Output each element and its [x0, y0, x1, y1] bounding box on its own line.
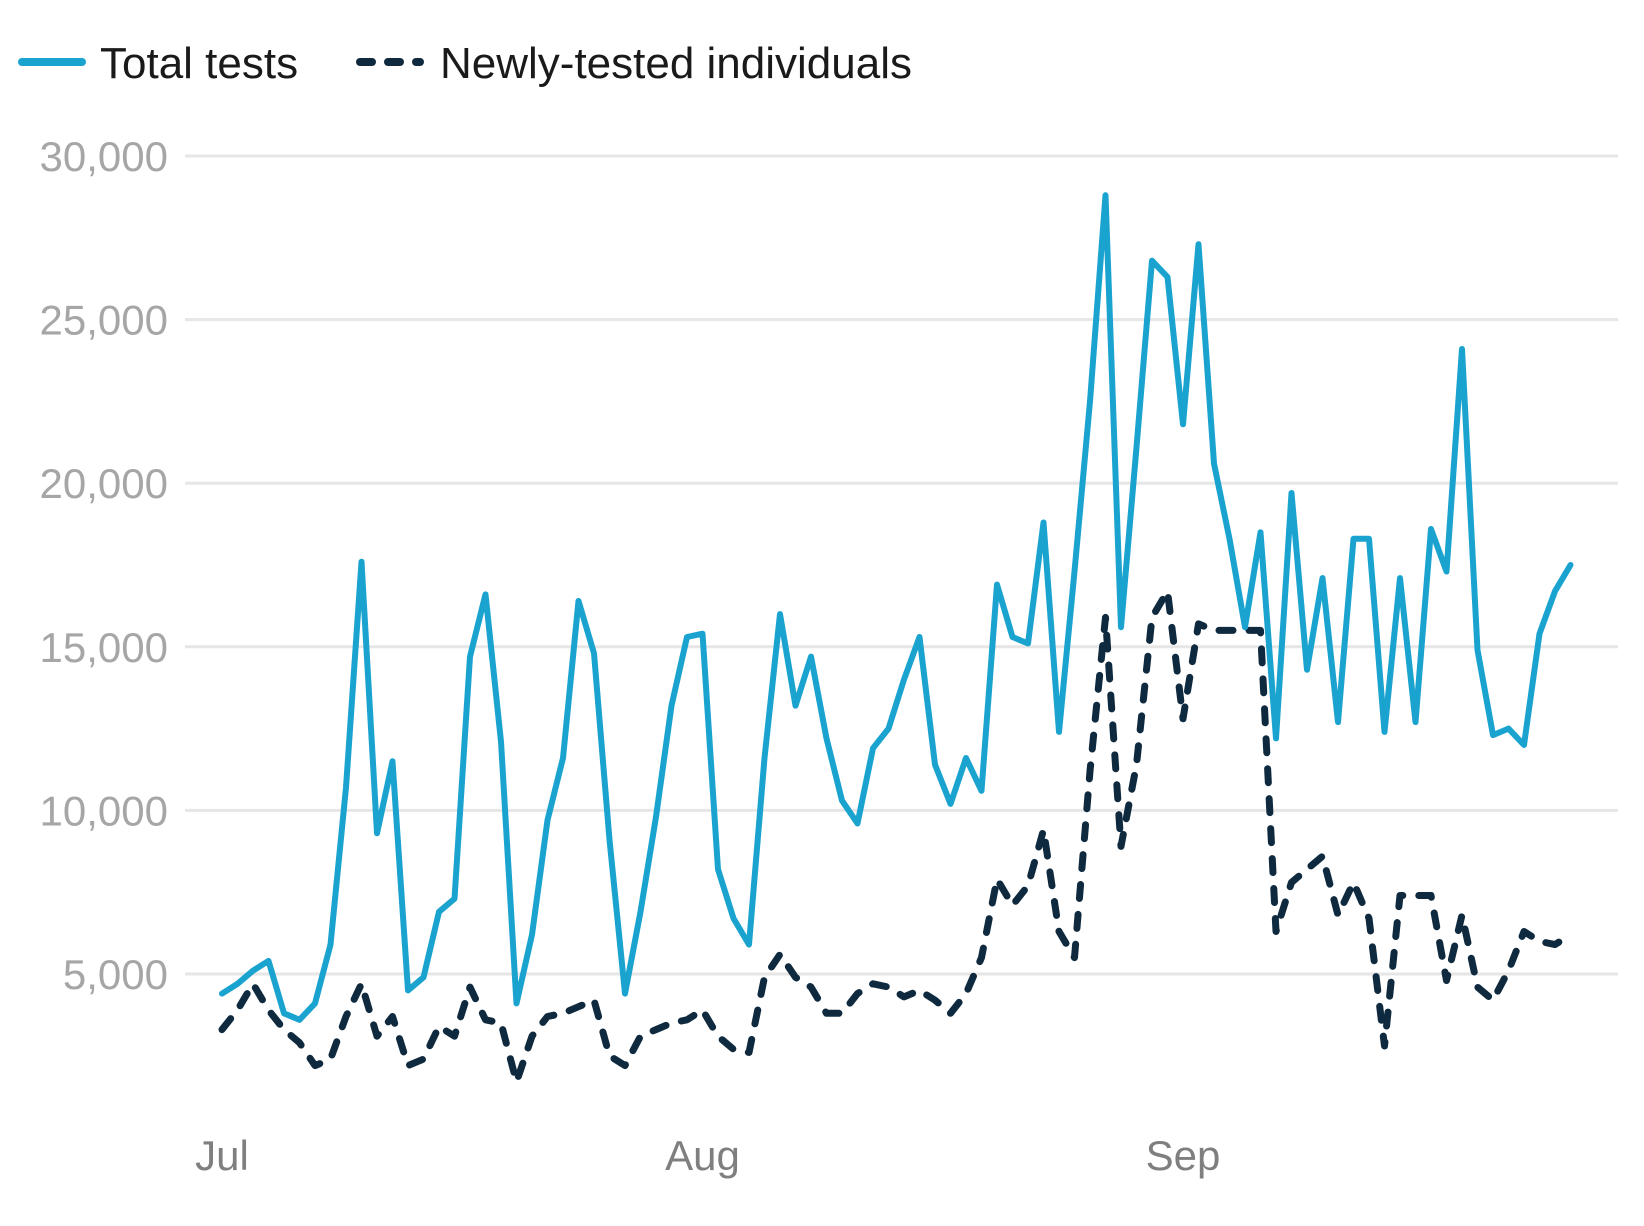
x-tick-label: Sep	[1146, 1132, 1221, 1179]
y-tick-label: 25,000	[40, 297, 168, 344]
x-axis: Jul Aug Sep	[195, 1132, 1220, 1179]
legend-item-total-tests: Total tests	[18, 39, 298, 88]
series-line-total-tests	[219, 192, 1574, 1023]
legend-item-newly-tested: Newly-tested individuals	[356, 39, 912, 88]
x-tick-label: Aug	[665, 1132, 740, 1179]
legend-label-total-tests: Total tests	[100, 39, 298, 88]
series-line-newly-tested	[218, 587, 1574, 1086]
y-tick-label: 15,000	[40, 624, 168, 671]
series-lines	[218, 192, 1574, 1086]
y-tick-label: 20,000	[40, 460, 168, 507]
x-tick-label: Jul	[195, 1132, 249, 1179]
legend: Total tests Newly-tested individuals	[18, 39, 912, 88]
y-tick-label: 30,000	[40, 133, 168, 180]
legend-label-newly-tested: Newly-tested individuals	[440, 39, 912, 88]
y-tick-label: 5,000	[63, 951, 168, 998]
y-tick-label: 10,000	[40, 787, 168, 834]
y-axis: 5,000 10,000 15,000 20,000 25,000 30,000	[40, 133, 168, 998]
